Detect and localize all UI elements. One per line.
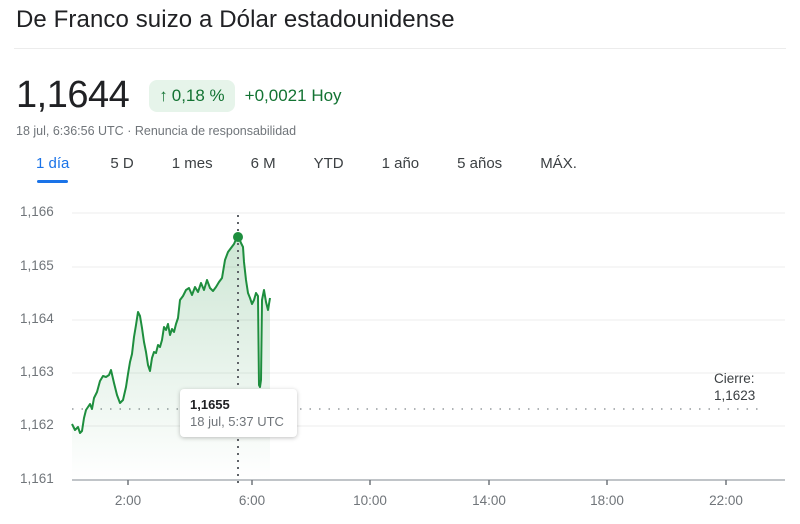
- tab-ytd[interactable]: YTD: [313, 155, 344, 172]
- crosshair-dot: [233, 232, 243, 242]
- chart-canvas: [71, 212, 785, 485]
- tab-1-ano[interactable]: 1 año: [381, 155, 420, 172]
- tooltip-time: 18 jul, 5:37 UTC: [190, 414, 284, 429]
- y-tick-label: 1,163: [20, 364, 54, 379]
- y-tick-label: 1,164: [20, 311, 54, 326]
- previous-close-title: Cierre:: [714, 371, 755, 386]
- previous-close-value: 1,1623: [714, 388, 756, 403]
- change-absolute: +0,0021 Hoy: [244, 85, 342, 105]
- separator: ·: [127, 124, 132, 138]
- tab-5-anos[interactable]: 5 años: [457, 155, 503, 172]
- disclaimer-link[interactable]: Renuncia de responsabilidad: [134, 124, 297, 138]
- tab-1-mes[interactable]: 1 mes: [171, 155, 213, 172]
- chart-tooltip: 1,1655 18 jul, 5:37 UTC: [180, 389, 297, 437]
- price-chart[interactable]: 1,166 1,165 1,164 1,163 1,162 1,161 2:00…: [0, 195, 800, 524]
- y-tick-label: 1,165: [20, 258, 54, 273]
- arrow-up-icon: ↑: [159, 85, 168, 105]
- y-tick-label: 1,166: [20, 204, 54, 219]
- timestamp: 18 jul, 6:36:56 UTC: [16, 124, 124, 138]
- tab-6-m[interactable]: 6 M: [250, 155, 276, 172]
- tab-max[interactable]: MÁX.: [540, 155, 577, 172]
- change-percent-badge: ↑ 0,18 %: [149, 79, 235, 112]
- x-ticks: [127, 480, 727, 485]
- x-tick-label: 22:00: [709, 493, 743, 508]
- change-percent: 0,18 %: [171, 85, 225, 105]
- y-tick-label: 1,162: [20, 417, 54, 432]
- current-price: 1,1644: [16, 74, 130, 116]
- page-title: De Franco suizo a Dólar estadounidense: [16, 6, 455, 33]
- price-line: [71, 236, 271, 434]
- range-tabs: 1 día 5 D 1 mes 6 M YTD 1 año 5 años MÁX…: [28, 155, 585, 183]
- x-tick-label: 10:00: [353, 493, 387, 508]
- y-tick-label: 1,161: [20, 471, 54, 486]
- tooltip-value: 1,1655: [190, 397, 230, 412]
- x-tick-label: 14:00: [472, 493, 506, 508]
- x-tick-label: 6:00: [238, 493, 266, 508]
- quote-row: 1,1644 ↑ 0,18 % +0,0021 Hoy: [16, 74, 342, 117]
- tab-1-dia[interactable]: 1 día: [28, 155, 77, 183]
- price-area: [72, 237, 270, 480]
- header-divider: [14, 48, 786, 49]
- x-tick-label: 2:00: [114, 493, 142, 508]
- x-tick-label: 18:00: [590, 493, 624, 508]
- tab-5-d[interactable]: 5 D: [110, 155, 134, 172]
- previous-close-label: Cierre: 1,1623: [714, 370, 755, 404]
- quote-meta: 18 jul, 6:36:56 UTC · Renuncia de respon…: [16, 124, 296, 138]
